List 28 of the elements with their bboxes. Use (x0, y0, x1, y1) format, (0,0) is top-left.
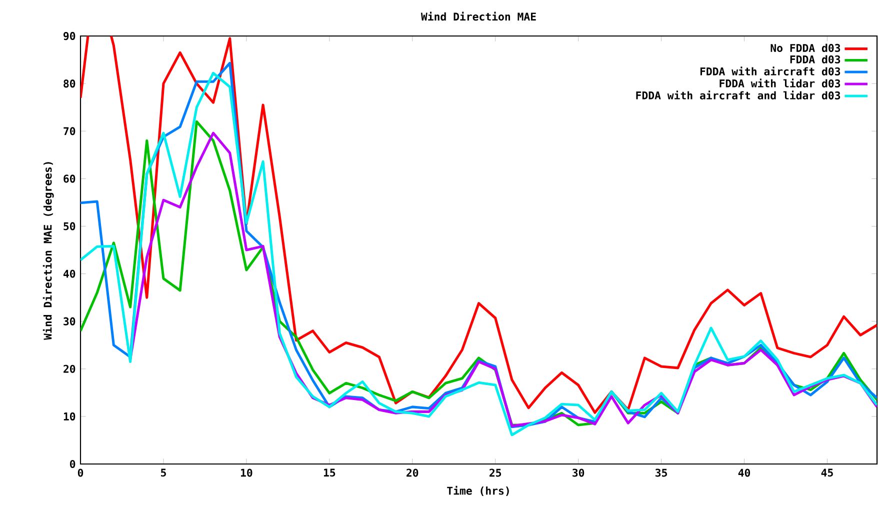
x-tick-label: 45 (821, 468, 833, 477)
y-tick-label: 40 (63, 270, 76, 278)
y-tick-label: 60 (64, 174, 76, 183)
x-tick-label: 15 (324, 468, 336, 477)
x-tick-label: 5 (161, 468, 166, 477)
x-tick-label: 10 (241, 468, 252, 477)
y-tick-label: 50 (64, 222, 76, 230)
y-tick-label: 80 (64, 80, 76, 88)
y-tick-label: 90 (64, 32, 76, 40)
legend-label: FDDA with lidar d03 (720, 78, 840, 88)
legend-label: FDDA with aircraft d03 (700, 66, 840, 76)
x-tick-label: 30 (572, 468, 584, 477)
y-tick-label: 10 (64, 412, 76, 420)
legend-label: FDDA d03 (790, 55, 840, 64)
legend-label: FDDA with aircraft and lidar d03 (636, 90, 840, 100)
y-tick-label: 0 (70, 460, 76, 468)
legend-label: No FDDA d03 (770, 44, 840, 52)
x-tick-label: 35 (656, 468, 667, 477)
y-axis-title: Wind Direction MAE (degrees) (42, 162, 54, 340)
chart-title: Wind Direction MAE (420, 12, 536, 21)
y-tick-label: 70 (64, 127, 76, 136)
x-tick-label: 20 (406, 468, 418, 477)
x-tick-label: 25 (490, 468, 502, 477)
x-tick-label: 0 (78, 468, 84, 477)
x-tick-label: 40 (738, 468, 750, 477)
x-axis-title: Time (hrs) (447, 486, 509, 496)
y-tick-label: 20 (64, 364, 76, 373)
y-tick-label: 30 (64, 317, 76, 326)
